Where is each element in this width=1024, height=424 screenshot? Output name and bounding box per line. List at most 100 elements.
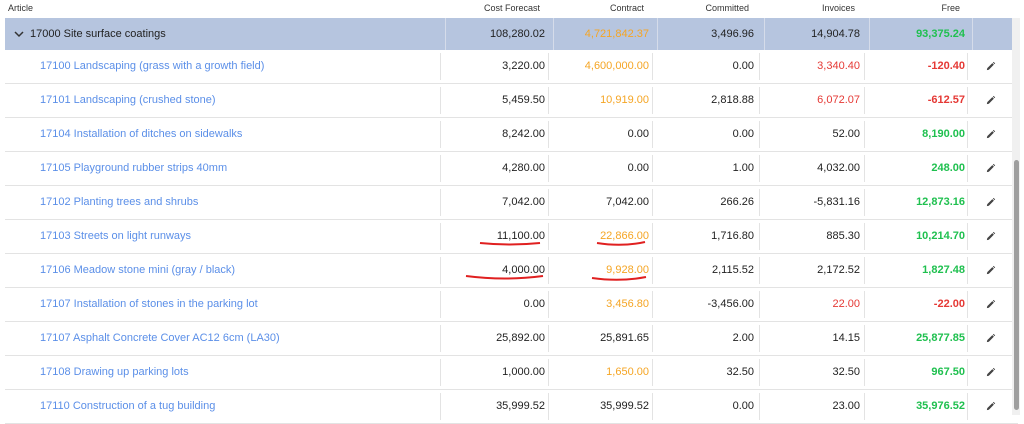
table-row[interactable]: 17106 Meadow stone mini (gray / black) 4,…	[5, 254, 1018, 288]
article-link[interactable]: 17101 Landscaping (crushed stone)	[40, 94, 216, 106]
pencil-icon[interactable]	[985, 265, 996, 276]
column-divider	[553, 18, 554, 50]
article-link[interactable]: 17110 Construction of a tug building	[40, 400, 216, 412]
cost-forecast-value: 5,459.50	[502, 94, 545, 106]
pencil-icon[interactable]	[985, 299, 996, 310]
scrollbar-thumb[interactable]	[1014, 160, 1019, 410]
committed-value: 2.00	[732, 332, 754, 344]
pencil-icon[interactable]	[985, 367, 996, 378]
header-free[interactable]: Free	[941, 3, 960, 13]
column-divider	[440, 257, 441, 284]
header-article[interactable]: Article	[8, 3, 34, 13]
column-divider	[864, 189, 865, 216]
pencil-icon[interactable]	[985, 129, 996, 140]
header-contract[interactable]: Contract	[609, 3, 644, 13]
pencil-icon[interactable]	[985, 333, 996, 344]
committed-value: -3,456.00	[707, 298, 754, 310]
article-link[interactable]: 17105 Playground rubber strips 40mm	[40, 162, 228, 174]
column-divider	[652, 223, 653, 250]
table-row[interactable]: 17110 Construction of a tug building 35,9…	[5, 390, 1018, 424]
free-value: 10,214.70	[916, 230, 965, 242]
pencil-icon[interactable]	[985, 61, 996, 72]
group-invoices: 14,904.78	[811, 28, 860, 40]
group-row[interactable]: 17000 Site surface coatings 108,280.02 4…	[5, 18, 1018, 50]
column-divider	[967, 121, 968, 148]
column-divider	[652, 325, 653, 352]
column-divider	[967, 257, 968, 284]
chevron-down-icon[interactable]	[13, 28, 25, 40]
column-divider	[864, 53, 865, 80]
group-committed: 3,496.96	[711, 28, 754, 40]
column-divider	[759, 393, 760, 420]
pencil-icon[interactable]	[985, 95, 996, 106]
table-row[interactable]: 17101 Landscaping (crushed stone) 5,459.5…	[5, 84, 1018, 118]
free-value: 248.00	[931, 162, 965, 174]
free-value: 1,827.48	[922, 264, 965, 276]
column-divider	[759, 291, 760, 318]
table-row[interactable]: 17100 Landscaping (grass with a growth f…	[5, 50, 1018, 84]
table-row[interactable]: 17102 Planting trees and shrubs 7,042.00 7…	[5, 186, 1018, 220]
article-link[interactable]: 17107 Asphalt Concrete Cover AC12 6cm (L…	[40, 332, 280, 344]
column-divider	[759, 87, 760, 114]
free-value: 967.50	[931, 366, 965, 378]
pencil-icon[interactable]	[985, 197, 996, 208]
column-divider	[759, 223, 760, 250]
column-divider	[864, 121, 865, 148]
contract-value: 35,999.52	[600, 400, 649, 412]
column-divider	[864, 223, 865, 250]
cost-forecast-value: 11,100.00	[496, 230, 545, 242]
column-divider	[652, 87, 653, 114]
column-divider	[864, 325, 865, 352]
table-row[interactable]: 17105 Playground rubber strips 40mm 4,280…	[5, 152, 1018, 186]
article-link[interactable]: 17100 Landscaping (grass with a growth f…	[40, 60, 265, 72]
free-value: 35,976.52	[916, 400, 965, 412]
column-divider	[652, 257, 653, 284]
column-divider	[440, 359, 441, 386]
column-divider	[967, 291, 968, 318]
contract-value: 22,866.00	[600, 230, 649, 242]
article-link[interactable]: 17102 Planting trees and shrubs	[40, 196, 199, 208]
committed-value: 2,818.88	[711, 94, 754, 106]
article-link[interactable]: 17108 Drawing up parking lots	[40, 366, 189, 378]
column-divider	[548, 53, 549, 80]
pencil-icon[interactable]	[985, 231, 996, 242]
contract-value: 0.00	[627, 128, 649, 140]
table-row[interactable]: 17107 Installation of stones in the park…	[5, 288, 1018, 322]
column-divider	[759, 155, 760, 182]
column-divider	[972, 18, 973, 50]
cost-forecast-value: 8,242.00	[502, 128, 545, 140]
table-row[interactable]: 17104 Installation of ditches on sidewal…	[5, 118, 1018, 152]
invoices-value: -5,831.16	[813, 196, 860, 208]
article-link[interactable]: 17103 Streets on light runways	[40, 230, 192, 242]
committed-value: 0.00	[732, 60, 754, 72]
pencil-icon[interactable]	[985, 401, 996, 412]
committed-value: 0.00	[732, 400, 754, 412]
table-row[interactable]: 17107 Asphalt Concrete Cover AC12 6cm (L…	[5, 322, 1018, 356]
table-row[interactable]: 17103 Streets on light runways 11,100.00 2…	[5, 220, 1018, 254]
header-invoices[interactable]: Invoices	[821, 3, 855, 13]
contract-value: 10,919.00	[600, 94, 649, 106]
header-cost-forecast[interactable]: Cost Forecast	[483, 3, 540, 13]
column-divider	[864, 155, 865, 182]
column-divider	[864, 291, 865, 318]
column-divider	[445, 18, 446, 50]
article-link[interactable]: 17106 Meadow stone mini (gray / black)	[40, 264, 236, 276]
cost-forecast-value: 0.00	[523, 298, 545, 310]
invoices-value: 32.50	[832, 366, 860, 378]
cost-forecast-value: 4,000.00	[502, 264, 545, 276]
column-divider	[548, 155, 549, 182]
table-row[interactable]: 17108 Drawing up parking lots 1,000.00 1,6…	[5, 356, 1018, 390]
header-committed[interactable]: Committed	[705, 3, 749, 13]
invoices-value: 4,032.00	[817, 162, 860, 174]
cost-forecast-value: 35,999.52	[496, 400, 545, 412]
article-link[interactable]: 17107 Installation of stones in the park…	[40, 298, 258, 310]
column-divider	[440, 87, 441, 114]
cost-forecast-value: 3,220.00	[502, 60, 545, 72]
article-link[interactable]: 17104 Installation of ditches on sidewal…	[40, 128, 243, 140]
column-divider	[440, 291, 441, 318]
column-divider	[652, 291, 653, 318]
pencil-icon[interactable]	[985, 163, 996, 174]
invoices-value: 885.30	[826, 230, 860, 242]
free-value: -22.00	[933, 298, 965, 310]
cost-forecast-value: 4,280.00	[502, 162, 545, 174]
